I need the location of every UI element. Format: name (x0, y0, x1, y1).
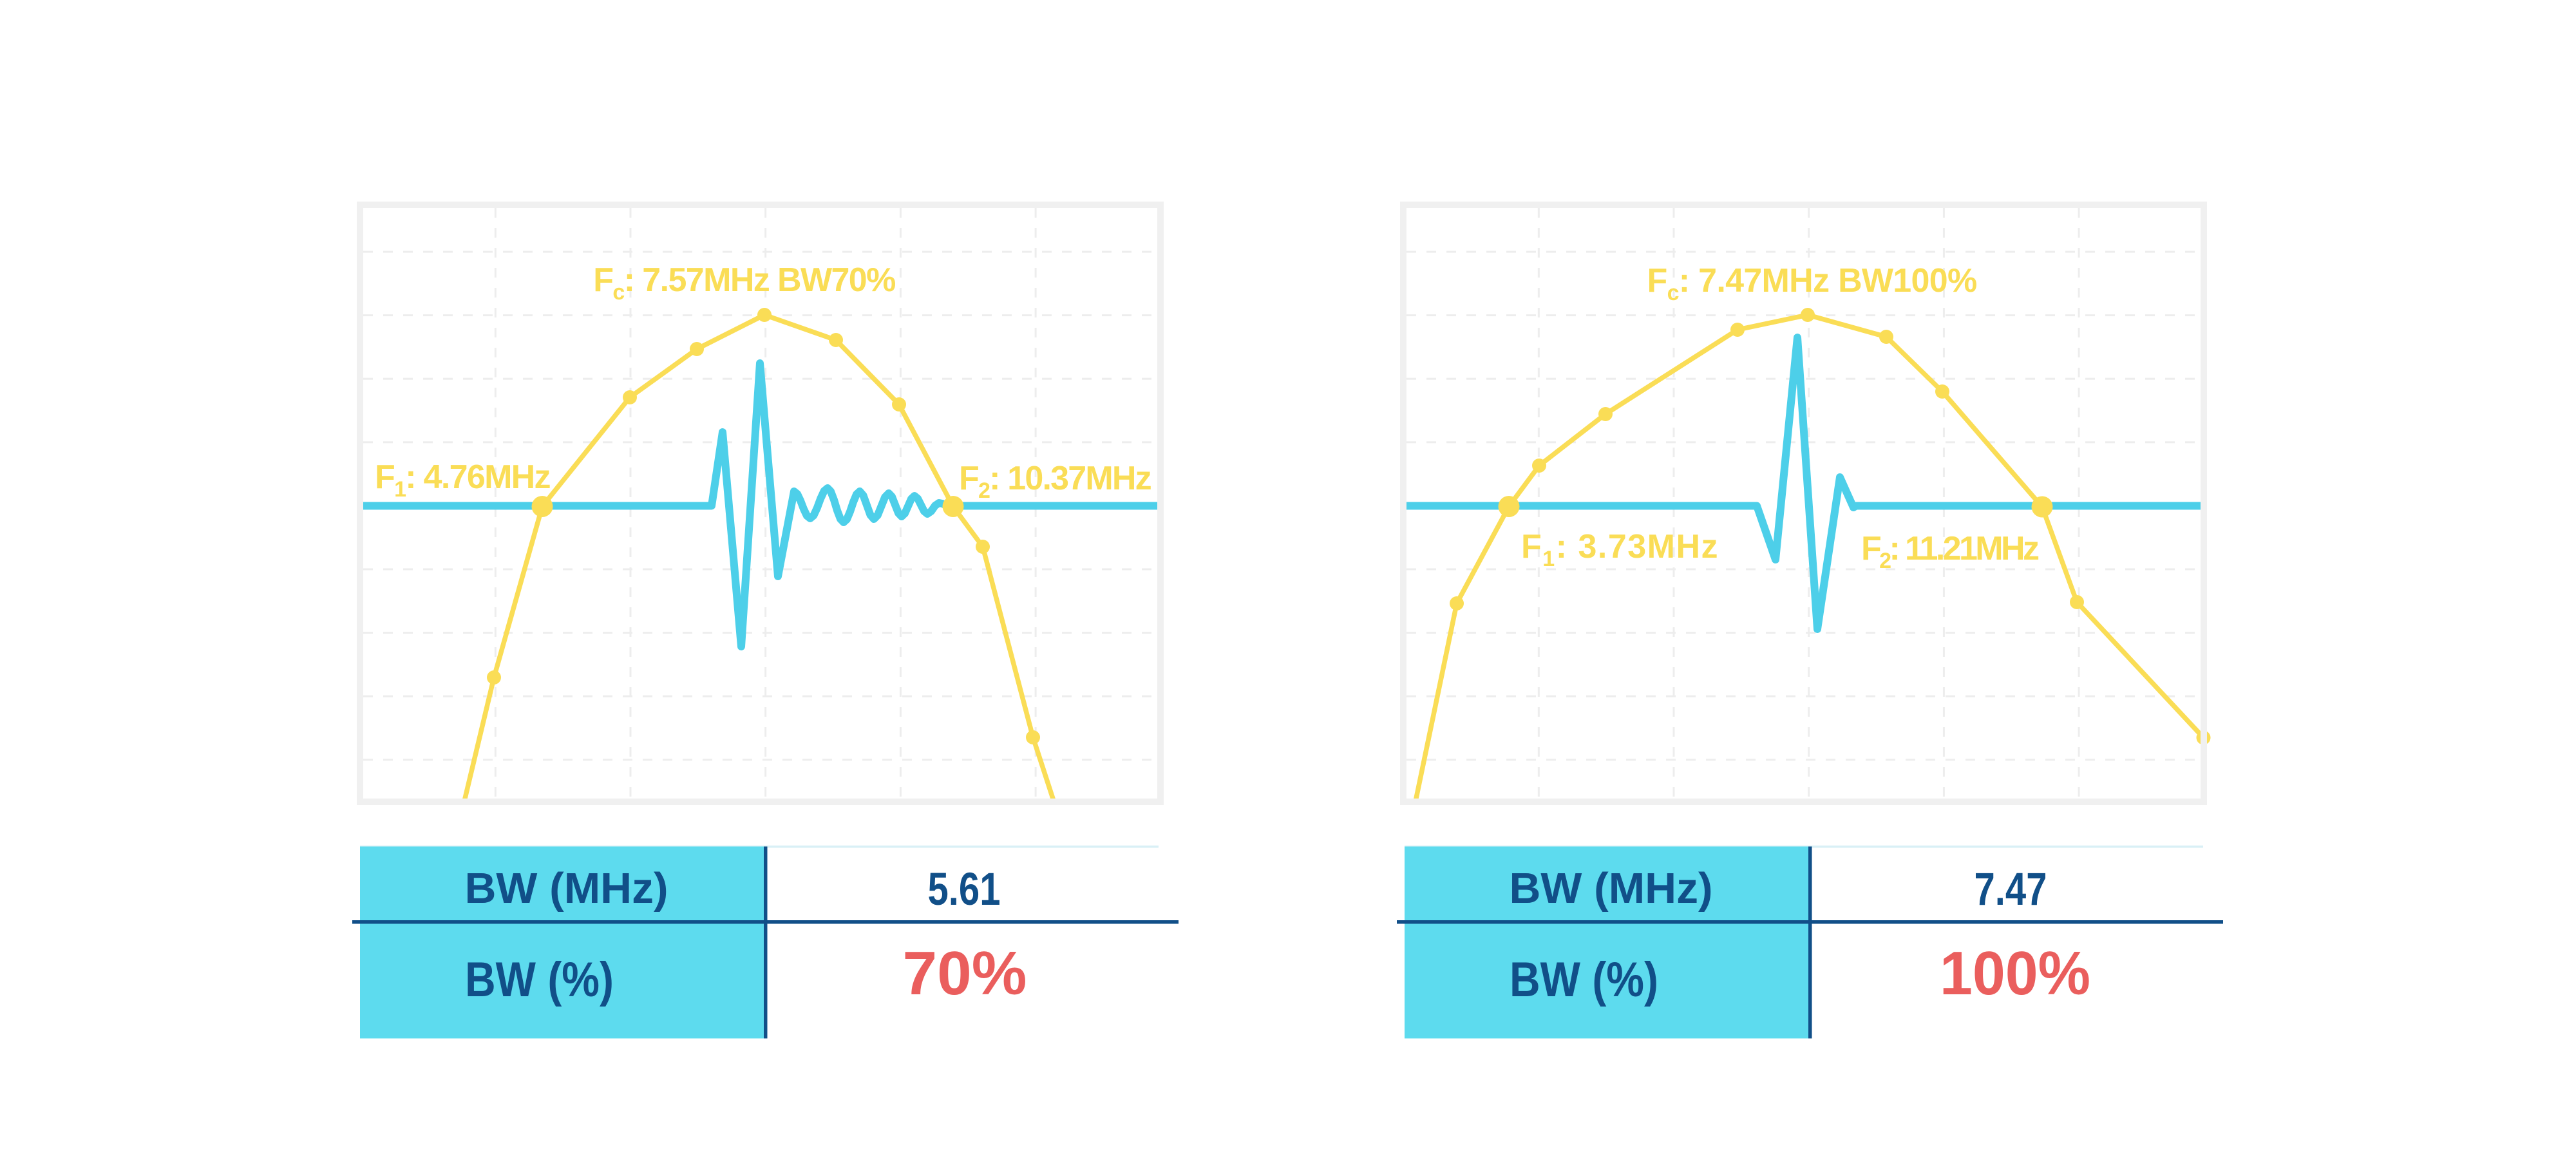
svg-text:5.61: 5.61 (928, 864, 1001, 915)
svg-text:100%: 100% (1940, 939, 2090, 1008)
svg-text:BW (MHz): BW (MHz) (1510, 864, 1713, 913)
svg-text:F1: 3.73MHz: F1: 3.73MHz (1521, 528, 1719, 571)
svg-text:BW (MHz): BW (MHz) (465, 864, 668, 913)
svg-text:Fc: 7.57MHz BW70%: Fc: 7.57MHz BW70% (593, 261, 895, 305)
svg-text:F1: 4.76MHz: F1: 4.76MHz (375, 459, 551, 502)
svg-text:7.47: 7.47 (1975, 864, 2047, 915)
svg-text:F2: 10.37MHz: F2: 10.37MHz (959, 460, 1151, 503)
svg-text:Fc: 7.47MHz BW100%: Fc: 7.47MHz BW100% (1647, 262, 1976, 305)
svg-text:BW (%): BW (%) (1510, 952, 1658, 1007)
svg-text:F2: 11.21MHz: F2: 11.21MHz (1861, 530, 2039, 573)
svg-text:BW (%): BW (%) (465, 952, 614, 1007)
svg-text:70%: 70% (903, 939, 1027, 1008)
